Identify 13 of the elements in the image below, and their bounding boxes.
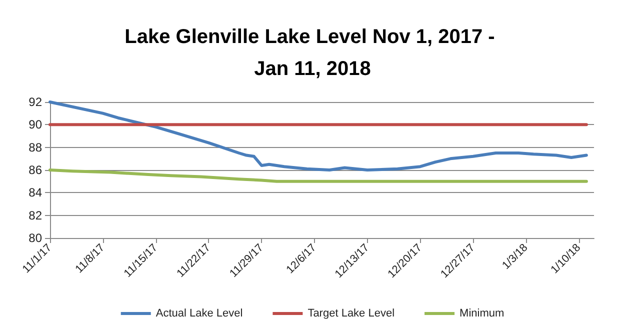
y-tick-label: 82	[28, 208, 42, 222]
y-tick-label: 90	[28, 118, 42, 132]
y-tick-label: 84	[28, 186, 42, 200]
y-tick-label: 92	[28, 95, 42, 109]
line-series	[48, 100, 588, 172]
legend-label: Target Lake Level	[308, 308, 395, 320]
y-tick-label: 88	[28, 140, 42, 154]
legend-label: Actual Lake Level	[156, 308, 243, 320]
y-tick-label: 80	[28, 231, 42, 245]
chart-title: Lake Glenville Lake Level Nov 1, 2017 - Jan 11, 2018	[124, 26, 500, 80]
y-tick-label: 86	[28, 163, 42, 177]
line-series	[48, 168, 588, 183]
legend-label: Minimum	[460, 308, 504, 320]
